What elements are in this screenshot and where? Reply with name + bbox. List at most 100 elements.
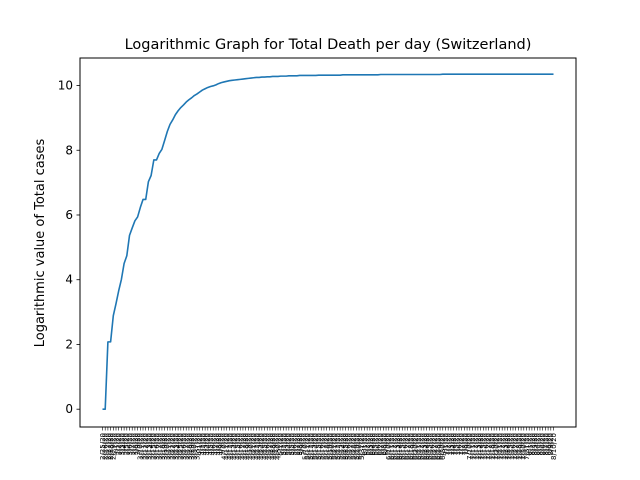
x-tick-label: 6/21/20: [415, 433, 423, 460]
x-tick-label: 7/17/20: [485, 433, 493, 460]
x-tick-label: 3/22/20: [169, 433, 177, 460]
x-tick-label: 3/6/20: [126, 433, 134, 456]
x-tick-label: 5/26/20: [345, 433, 353, 460]
x-tick-label: 6/3/20: [366, 433, 374, 456]
x-tick-label: 8/8/20: [544, 433, 552, 456]
x-tick-label: 7/19/20: [490, 433, 498, 460]
x-tick-label: 5/3/20: [283, 433, 291, 456]
x-tick-label: 6/15/20: [399, 433, 407, 460]
x-tick-label: 5/22/20: [334, 433, 342, 460]
x-tick-label: 7/26/20: [509, 433, 517, 460]
x-tick-label: 6/22/20: [418, 433, 426, 460]
x-tick-label: 4/30/20: [274, 433, 282, 460]
x-tick-label: 7/20/20: [493, 433, 501, 460]
x-tick-label: 4/17/20: [239, 433, 247, 460]
x-tick-label: 5/31/20: [358, 433, 366, 460]
x-tick-label: 4/9/20: [218, 433, 226, 456]
x-tick-label: 5/4/20: [285, 433, 293, 456]
x-tick-label: 4/5/20: [207, 433, 215, 456]
x-tick-label: 5/24/20: [339, 433, 347, 460]
x-tick-label: 6/24/20: [423, 433, 431, 460]
y-tick-label: 6: [65, 208, 73, 222]
x-tick-label: 8/6/20: [539, 433, 547, 456]
x-tick-label: 3/15/20: [150, 433, 158, 460]
x-tick-label: 2/28/20: [107, 433, 115, 460]
x-tick-label: 6/23/20: [420, 433, 428, 460]
x-tick-label: 7/31/20: [523, 433, 531, 460]
x-tick-label: 2/27/20: [104, 433, 112, 460]
x-tick-label: 3/26/20: [180, 433, 188, 460]
x-tick-label: 3/16/20: [153, 433, 161, 460]
x-tick-label: 7/16/20: [482, 433, 490, 460]
x-tick-label: 4/8/20: [215, 433, 223, 456]
x-tick-label: 4/19/20: [245, 433, 253, 460]
x-tick-label: 5/18/20: [323, 433, 331, 460]
x-tick-label: 3/23/20: [172, 433, 180, 460]
plot-frame: [79, 57, 577, 428]
x-tick-label: 6/17/20: [404, 433, 412, 460]
x-tick-label: 4/21/20: [250, 433, 258, 460]
x-tick-label: 2/25/20: [99, 433, 107, 460]
x-tick-label: 3/11/20: [139, 433, 147, 460]
x-tick-label: 7/28/20: [515, 433, 523, 460]
x-tick-label: 6/4/20: [369, 433, 377, 456]
x-tick-label: 7/25/20: [507, 433, 515, 460]
x-tick-label: 6/8/20: [380, 433, 388, 456]
x-tick-label: 4/18/20: [242, 433, 250, 460]
x-tick-label: 5/17/20: [320, 433, 328, 460]
x-tick-label: 6/18/20: [407, 433, 415, 460]
x-tick-label: 5/12/20: [307, 433, 315, 460]
x-tick-label: 5/25/20: [342, 433, 350, 460]
x-tick-label: 5/15/20: [315, 433, 323, 460]
x-tick-label: 4/2/20: [199, 433, 207, 456]
x-tick-label: 4/14/20: [231, 433, 239, 460]
x-tick-label: 4/7/20: [212, 433, 220, 456]
x-tick-label: 7/13/20: [474, 433, 482, 460]
x-tick-label: 4/25/20: [261, 433, 269, 460]
x-tick-label: 7/10/20: [466, 433, 474, 460]
x-tick-label: 6/6/20: [374, 433, 382, 456]
x-tick-label: 8/4/20: [534, 433, 542, 456]
x-tick-label: 3/30/20: [191, 433, 199, 460]
x-tick-label: 5/20/20: [328, 433, 336, 460]
x-tick-label: 7/8/20: [461, 433, 469, 456]
x-tick-label: 8/5/20: [536, 433, 544, 456]
x-tick-label: 4/13/20: [229, 433, 237, 460]
x-tick-label: 8/9/20: [547, 433, 555, 456]
x-tick-label: 6/12/20: [391, 433, 399, 460]
y-tick-label: 10: [58, 79, 73, 93]
x-tick-label: 4/28/20: [269, 433, 277, 460]
x-tick-label: 5/1/20: [277, 433, 285, 456]
x-tick-label: 3/18/20: [158, 433, 166, 460]
x-tick-label: 6/14/20: [396, 433, 404, 460]
y-axis-label: Logarithmic value of Total cases: [33, 139, 48, 348]
x-tick-label: 3/13/20: [145, 433, 153, 460]
x-tick-label: 3/28/20: [185, 433, 193, 460]
x-tick-label: 3/19/20: [161, 433, 169, 460]
x-tick-label: 3/3/20: [118, 433, 126, 456]
x-tick-label: 5/16/20: [318, 433, 326, 460]
x-tick-label: 4/23/20: [256, 433, 264, 460]
x-tick-label: 7/2/20: [445, 433, 453, 456]
x-tick-label: 3/25/20: [177, 433, 185, 460]
x-tick-label: 6/5/20: [372, 433, 380, 456]
x-tick-label: 5/11/20: [304, 433, 312, 460]
x-tick-label: 3/4/20: [121, 433, 129, 456]
x-tick-label: 3/29/20: [188, 433, 196, 460]
x-tick-label: 4/1/20: [196, 433, 204, 456]
x-tick-label: 7/12/20: [472, 433, 480, 460]
x-tick-label: 3/17/20: [156, 433, 164, 460]
x-tick-label: 7/1/20: [442, 433, 450, 456]
x-tick-label: 6/11/20: [388, 433, 396, 460]
x-tick-label: 6/20/20: [412, 433, 420, 460]
x-tick-label: 3/27/20: [183, 433, 191, 460]
x-tick-label: 5/30/20: [355, 433, 363, 460]
plot-area: 0 2 4 6 8 10 2/25/202/26/202/27/202/28/202/29/…: [58, 73, 558, 460]
x-tick-label: 8/2/20: [528, 433, 536, 456]
x-tick-label: 5/5/20: [288, 433, 296, 456]
x-tick-label: 7/7/20: [458, 433, 466, 456]
x-tick-label: 6/27/20: [431, 433, 439, 460]
x-tick-label: 3/24/20: [175, 433, 183, 460]
x-tick-label: 7/29/20: [517, 433, 525, 460]
x-tick-label: 6/7/20: [377, 433, 385, 456]
